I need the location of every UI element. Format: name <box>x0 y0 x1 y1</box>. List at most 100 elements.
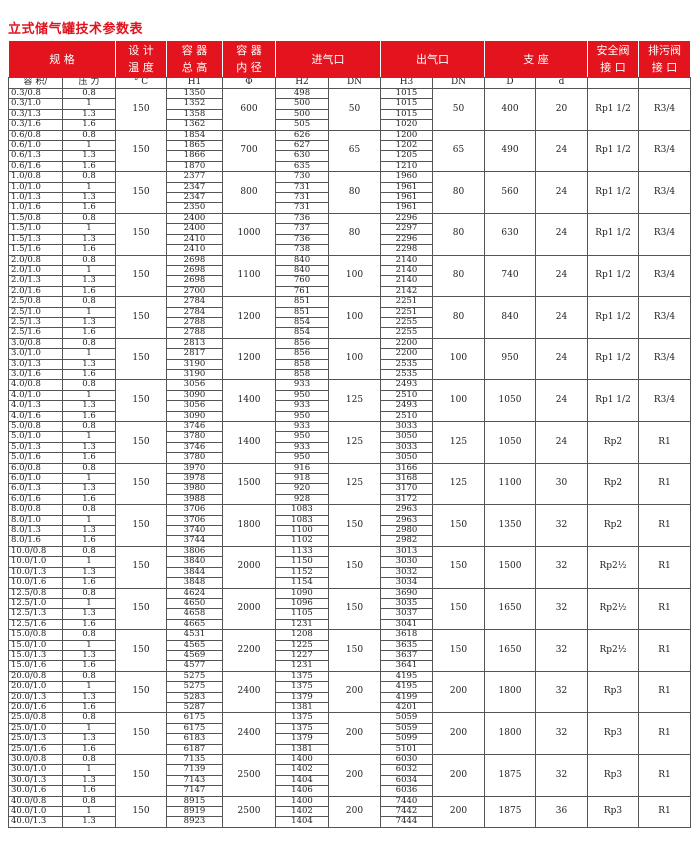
volume-pressure-cell: 25.0/1.0 <box>8 722 63 735</box>
h3-cell: 1961 <box>380 181 433 194</box>
design-temp-cell: 150 <box>115 712 167 755</box>
h2-cell: 858 <box>275 368 329 381</box>
pressure-cell: 0.8 <box>62 171 116 183</box>
h3-cell: 3050 <box>380 452 433 464</box>
table-row: 2.0/1.0 1 2698 840 2140 <box>8 264 691 277</box>
h2-cell: 1379 <box>275 733 329 745</box>
support-small-d-cell: 24 <box>535 296 588 339</box>
header-total-height: 容 器总 高 <box>166 40 223 78</box>
pressure-cell: 0.8 <box>62 712 116 724</box>
h1-cell: 2698 <box>166 275 223 287</box>
volume-pressure-cell: 15.0/1.6 <box>8 660 63 672</box>
pressure-cell: 1 <box>62 639 116 651</box>
table-row: 1.5/1.0 1 2400 737 2297 <box>8 223 691 235</box>
subheader-support-small-d: d <box>535 77 588 89</box>
inlet-dn-cell: 125 <box>328 421 381 464</box>
diameter-cell: 1000 <box>222 212 276 256</box>
safety-valve-cell: Rp1 1/2 <box>587 296 639 339</box>
pressure-cell: 0.8 <box>62 212 116 225</box>
h3-cell: 2963 <box>380 504 433 516</box>
h3-cell: 3168 <box>380 473 433 485</box>
table-row: 8.0/0.8 0.8 150 3706 1800 1083 150 2963 150 1350 3… <box>8 504 691 547</box>
pressure-cell: 1.6 <box>62 743 116 756</box>
drain-valve-cell: R3/4 <box>638 254 691 298</box>
diameter-cell: 800 <box>222 171 276 214</box>
h1-cell: 3090 <box>166 410 223 423</box>
diameter-cell: 1200 <box>222 296 276 339</box>
pressure-cell: 1.6 <box>62 202 116 214</box>
diameter-cell: 1400 <box>222 379 276 422</box>
table-row: 25.0/1.3 1.3 6183 1379 5099 <box>8 733 691 745</box>
h1-cell: 3780 <box>166 452 223 464</box>
h1-cell: 3806 <box>166 545 223 558</box>
table-row: 40.0/1.3 1.3 8923 1404 7444 <box>8 816 691 828</box>
outlet-dn-cell: 125 <box>432 462 485 506</box>
support-small-d-cell: 30 <box>535 462 588 506</box>
h3-cell: 2535 <box>380 358 433 370</box>
h3-cell: 1202 <box>380 140 433 152</box>
diameter-cell: 1100 <box>222 254 276 298</box>
pressure-cell: 1.3 <box>62 483 116 495</box>
table-row: 25.0/0.8 0.8 150 6175 2400 1375 200 5059 200 1800… <box>8 712 691 755</box>
h2-cell: 858 <box>275 358 329 370</box>
h1-cell: 4658 <box>166 608 223 620</box>
table-row: 12.5/1.6 1.6 4665 1231 3041 <box>8 618 691 631</box>
h2-cell: 1105 <box>275 608 329 620</box>
h3-cell: 2493 <box>380 400 433 412</box>
h2-cell: 731 <box>275 192 329 204</box>
volume-pressure-cell: 5.0/1.0 <box>8 431 63 443</box>
support-small-d-cell: 32 <box>535 629 588 672</box>
h3-cell: 2963 <box>380 514 433 527</box>
h3-cell: 2535 <box>380 368 433 381</box>
inlet-dn-cell: 125 <box>328 462 381 506</box>
h1-cell: 3988 <box>166 493 223 506</box>
h3-cell: 3641 <box>380 660 433 672</box>
h1-cell: 4624 <box>166 587 223 599</box>
volume-pressure-cell: 0.3/1.6 <box>8 119 63 131</box>
pressure-cell: 1 <box>62 306 116 318</box>
table-row: 30.0/1.3 1.3 7143 1404 6034 <box>8 774 691 787</box>
table-row: 5.0/0.8 0.8 150 3746 1400 933 125 3033 125 1050 24… <box>8 420 691 464</box>
pressure-cell: 0.8 <box>62 795 116 808</box>
safety-valve-cell: Rp3 <box>587 795 639 828</box>
table-row: 6.0/0.8 0.8 150 3970 1500 916 125 3166 125 1100 30… <box>8 462 691 506</box>
table-row: 6.0/1.0 1 3978 918 3168 <box>8 473 691 485</box>
inlet-dn-cell: 80 <box>328 171 381 214</box>
h2-cell: 1404 <box>275 774 329 787</box>
pressure-cell: 1.3 <box>62 566 116 579</box>
h1-cell: 3780 <box>166 431 223 443</box>
h1-cell: 2817 <box>166 348 223 360</box>
h3-cell: 3033 <box>380 441 433 454</box>
volume-pressure-cell: 1.0/1.0 <box>8 181 63 194</box>
drain-valve-cell: R3/4 <box>638 212 691 256</box>
pressure-cell: 0.8 <box>62 670 116 683</box>
h3-cell: 1961 <box>380 192 433 204</box>
table-row: 20.0/1.6 1.6 5287 1381 4201 <box>8 701 691 714</box>
subheader-support-d: D <box>484 77 536 89</box>
h1-cell: 8923 <box>166 816 223 828</box>
drain-valve-cell: R1 <box>638 504 691 547</box>
h2-cell: 738 <box>275 244 329 256</box>
h3-cell: 3032 <box>380 566 433 579</box>
h2-cell: 730 <box>275 171 329 183</box>
diameter-cell: 2000 <box>222 587 276 631</box>
volume-pressure-cell: 4.0/0.8 <box>8 379 63 391</box>
h3-cell: 2251 <box>380 296 433 308</box>
support-d-cell: 1100 <box>484 462 536 506</box>
table-row: 3.0/0.8 0.8 150 2813 1200 856 100 2200 100 950 24 R… <box>8 337 691 381</box>
h2-cell: 1100 <box>275 525 329 537</box>
volume-pressure-cell: 12.5/1.0 <box>8 597 63 610</box>
volume-pressure-cell: 10.0/1.6 <box>8 577 63 589</box>
outlet-dn-cell: 80 <box>432 254 485 298</box>
table-row: 8.0/1.6 1.6 3744 1102 2982 <box>8 535 691 547</box>
inlet-dn-cell: 150 <box>328 545 381 589</box>
volume-pressure-cell: 20.0/1.3 <box>8 691 63 703</box>
pressure-cell: 1 <box>62 556 116 568</box>
h1-cell: 2698 <box>166 254 223 266</box>
subheader-outlet-dn: DN <box>432 77 485 89</box>
subheader-h2: H2 <box>275 77 329 89</box>
volume-pressure-cell: 0.6/1.0 <box>8 140 63 152</box>
h3-cell: 4195 <box>380 681 433 693</box>
drain-valve-cell: R1 <box>638 629 691 672</box>
design-temp-cell: 150 <box>115 171 167 214</box>
